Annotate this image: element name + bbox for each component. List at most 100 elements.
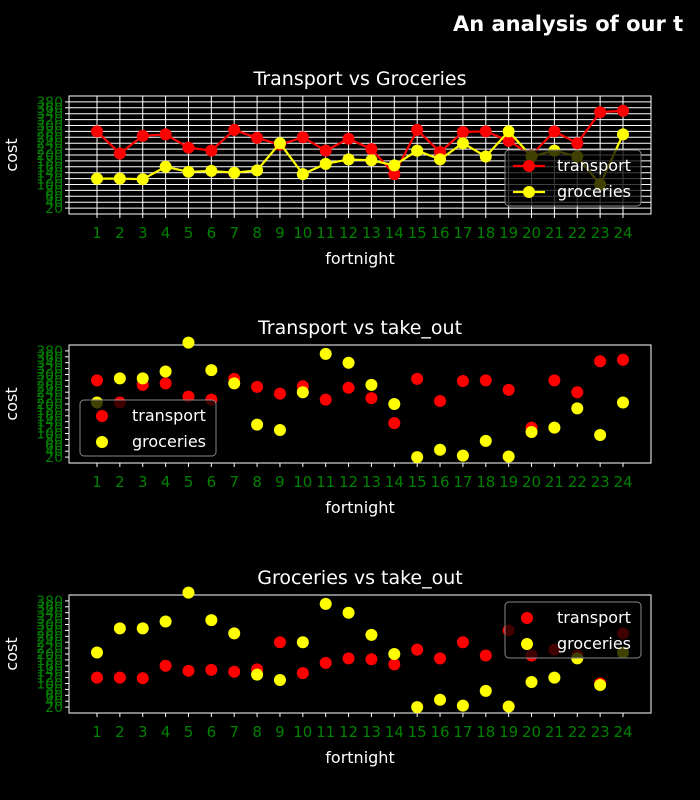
y-axis-label: cost <box>2 138 21 171</box>
data-point <box>365 653 378 666</box>
x-tick-label: 4 <box>161 723 171 741</box>
data-point <box>479 684 492 697</box>
data-point <box>113 622 126 635</box>
data-point <box>159 128 172 141</box>
data-point <box>502 700 515 713</box>
data-point <box>136 129 149 142</box>
x-tick-label: 22 <box>568 723 587 741</box>
x-tick-label: 17 <box>453 723 472 741</box>
y-tick-label: 120 <box>36 671 63 687</box>
x-tick-label: 23 <box>591 224 610 242</box>
data-point <box>273 137 286 150</box>
data-point <box>456 699 469 712</box>
y-tick-label: 380 <box>36 344 63 360</box>
x-tick-label: 12 <box>339 473 358 491</box>
data-point <box>251 164 264 177</box>
x-axis-label: fortnight <box>325 498 394 517</box>
y-tick-label: 360 <box>36 600 63 616</box>
data-point <box>159 377 172 390</box>
data-point <box>571 137 584 150</box>
x-tick-label: 3 <box>138 723 148 741</box>
y-tick-label: 180 <box>36 403 63 419</box>
x-tick-label: 18 <box>476 723 495 741</box>
x-tick-label: 2 <box>115 723 125 741</box>
y-axis-label: cost <box>2 387 21 420</box>
y-tick-label: 20 <box>45 201 63 217</box>
legend-label: transport <box>557 608 631 627</box>
data-point <box>456 137 469 150</box>
x-tick-label: 1 <box>92 723 102 741</box>
x-tick-label: 16 <box>430 473 449 491</box>
data-point <box>456 125 469 138</box>
data-point <box>342 132 355 145</box>
data-point <box>617 104 629 117</box>
y-tick-label: 120 <box>36 421 63 437</box>
x-tick-label: 5 <box>184 224 194 242</box>
x-tick-label: 11 <box>316 473 335 491</box>
x-tick-label: 10 <box>293 224 312 242</box>
y-tick-label: 240 <box>36 385 63 401</box>
data-point <box>113 671 126 684</box>
y-tick-label: 340 <box>36 606 63 622</box>
x-tick-label: 3 <box>138 473 148 491</box>
x-tick-label: 15 <box>408 473 427 491</box>
x-tick-label: 14 <box>385 224 404 242</box>
data-point <box>502 383 515 396</box>
data-point <box>388 648 401 660</box>
x-tick-label: 24 <box>613 224 632 242</box>
x-tick-label: 14 <box>385 473 404 491</box>
data-point <box>182 165 195 178</box>
data-point <box>205 663 218 676</box>
y-tick-label: 220 <box>36 391 63 407</box>
x-tick-label: 20 <box>522 473 541 491</box>
data-point <box>617 353 629 366</box>
y-tick-label: 280 <box>36 124 63 140</box>
data-point <box>388 658 401 671</box>
x-tick-label: 16 <box>430 723 449 741</box>
data-point <box>228 377 241 390</box>
x-tick-label: 20 <box>522 723 541 741</box>
y-tick-label: 200 <box>36 148 63 164</box>
data-point <box>296 386 309 399</box>
y-tick-label: 360 <box>36 101 63 117</box>
legend-marker <box>521 612 533 624</box>
data-point <box>251 418 264 431</box>
legend-marker <box>523 160 535 172</box>
data-point <box>617 396 629 409</box>
data-point <box>273 636 286 649</box>
legend-marker <box>96 436 108 448</box>
data-point <box>113 172 126 185</box>
x-tick-label: 2 <box>115 473 125 491</box>
data-point <box>159 659 172 672</box>
data-point <box>388 159 401 172</box>
legend-marker <box>521 638 533 650</box>
data-point <box>91 125 103 138</box>
data-point <box>205 614 218 627</box>
x-axis-label: fortnight <box>325 748 394 767</box>
y-tick-label: 240 <box>36 635 63 651</box>
legend-label: transport <box>132 406 206 425</box>
data-point <box>548 125 561 138</box>
data-point <box>205 144 218 157</box>
data-point <box>571 402 584 415</box>
data-point <box>91 671 103 684</box>
data-point <box>182 336 195 349</box>
data-point <box>296 636 309 649</box>
legend-box <box>79 399 217 457</box>
data-point <box>594 106 607 119</box>
x-tick-label: 19 <box>499 473 518 491</box>
y-tick-label: 160 <box>36 409 63 425</box>
data-point <box>159 160 172 173</box>
y-tick-label: 160 <box>36 659 63 675</box>
y-tick-label: 380 <box>36 95 63 111</box>
data-point <box>502 125 515 138</box>
y-tick-label: 380 <box>36 594 63 610</box>
x-tick-label: 21 <box>545 224 564 242</box>
y-tick-label: 80 <box>45 682 63 698</box>
data-point <box>91 172 103 185</box>
data-point <box>319 157 332 170</box>
y-tick-label: 260 <box>36 379 63 395</box>
data-point <box>273 387 286 400</box>
data-point <box>548 421 561 434</box>
